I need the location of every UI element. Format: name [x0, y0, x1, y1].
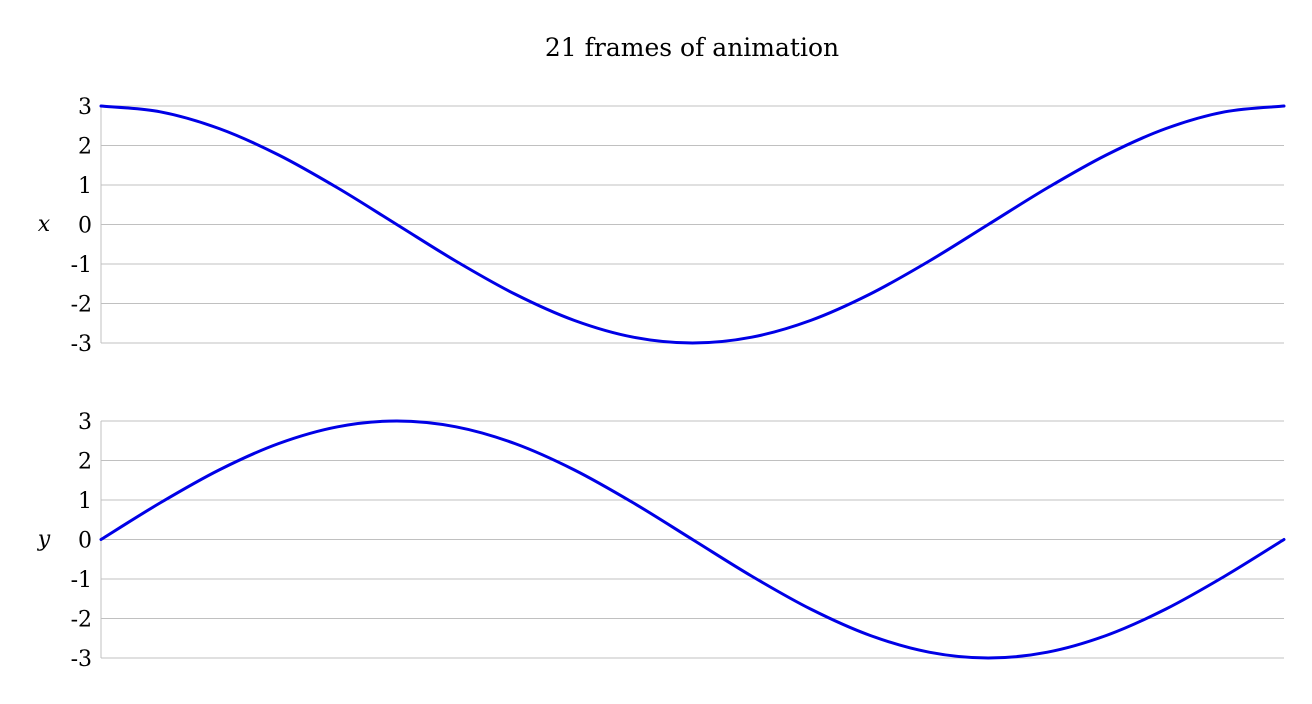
ytick-label-x-2: 1 [78, 174, 92, 199]
chart-title: 21 frames of animation [545, 33, 839, 62]
ytick-label-y-2: 1 [78, 489, 92, 514]
ytick-label-x-6: -3 [71, 332, 92, 357]
ytick-label-x-0: 3 [78, 95, 92, 120]
ylabel-y: y [37, 527, 51, 552]
ytick-label-x-1: 2 [78, 135, 92, 160]
ytick-label-y-3: 0 [78, 529, 92, 554]
ylabel-x: x [38, 212, 51, 237]
ytick-label-y-6: -3 [71, 647, 92, 672]
ytick-label-y-5: -2 [71, 608, 92, 633]
ytick-label-x-4: -1 [71, 253, 92, 278]
series-line-x-0 [99, 104, 1286, 345]
panel-x: 3 2 1 0 -1 -2 -3 x [38, 95, 1286, 357]
panel-y: 3 2 1 0 -1 -2 -3 y [37, 410, 1286, 672]
ytick-label-x-3: 0 [78, 214, 92, 239]
series-line-y-0 [99, 419, 1286, 660]
ytick-label-x-5: -2 [71, 293, 92, 318]
ytick-label-y-0: 3 [78, 410, 92, 435]
ytick-label-y-1: 2 [78, 450, 92, 475]
ytick-label-y-4: -1 [71, 568, 92, 593]
